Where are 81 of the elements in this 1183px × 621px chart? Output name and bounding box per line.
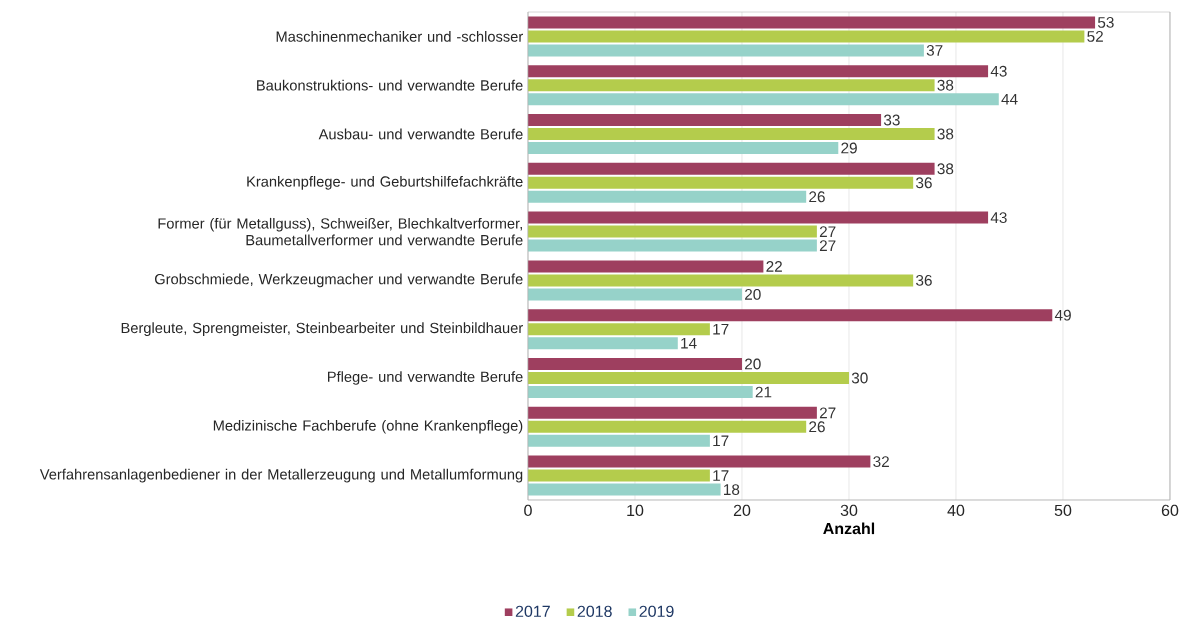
data-label: 26	[809, 421, 825, 433]
data-label: 44	[1001, 93, 1018, 105]
data-label: 36	[916, 177, 932, 189]
bar	[527, 483, 721, 496]
x-tick-label: 20	[733, 504, 751, 517]
bar	[527, 211, 989, 224]
x-tick-label: 50	[1054, 504, 1072, 517]
x-tick-label: 60	[1161, 504, 1179, 517]
bar	[527, 79, 935, 92]
x-axis-title: Anzahl	[823, 522, 875, 535]
bar	[527, 44, 924, 57]
bar	[527, 309, 1053, 322]
bar	[527, 288, 742, 301]
bar	[527, 239, 817, 252]
bar	[527, 372, 849, 384]
data-label: 14	[681, 337, 697, 349]
data-label: 29	[841, 142, 857, 154]
x-tick-label: 10	[627, 504, 644, 517]
data-label: 26	[809, 191, 825, 203]
y-tick-label: Medizinische Fachberufe (ohne Krankenpflege)	[213, 419, 523, 434]
bar	[527, 323, 710, 336]
data-label: 18	[724, 484, 740, 496]
bar	[527, 190, 807, 203]
x-tick-label: 30	[840, 504, 858, 517]
bar	[527, 274, 914, 287]
bar	[527, 30, 1085, 43]
data-label: 38	[937, 163, 954, 175]
data-label: 38	[937, 79, 954, 91]
y-tick-label: Grobschmiede, Werkzeugmacher und verwandte Berufe	[155, 273, 523, 288]
bar	[527, 16, 1096, 29]
y-tick-label: Former (für Metallguss), Schweißer, Blechkaltverformer, Baumetallverformer und verwandte Berufe	[158, 217, 523, 246]
bar	[527, 455, 871, 468]
bar	[527, 162, 935, 175]
bar	[527, 225, 817, 238]
bar	[527, 260, 764, 273]
bar	[527, 114, 882, 126]
bar	[527, 337, 678, 350]
y-tick-label: Baukonstruktions- und verwandte Berufe	[257, 79, 523, 91]
data-label: 17	[713, 323, 729, 335]
bar	[527, 420, 807, 433]
legend-label: 2018	[577, 605, 612, 617]
data-label: 43	[990, 212, 1007, 224]
y-tick-label: Verfahrensanlagenbediener in der Metallerzeugung und Metallumformung	[39, 468, 523, 483]
bar	[527, 65, 989, 78]
data-label: 32	[873, 456, 889, 468]
x-tick-label: 0	[524, 504, 532, 517]
bar	[527, 469, 710, 482]
data-label: 22	[766, 261, 782, 272]
data-label: 27	[819, 240, 836, 251]
data-label: 53	[1097, 16, 1114, 28]
bar	[527, 176, 914, 189]
y-tick-label: Bergleute, Sprengmeister, Steinbearbeiter und Steinbildhauer	[121, 322, 523, 337]
data-label: 36	[916, 274, 932, 286]
y-tick-label: Maschinenmechaniker und -schlosser	[276, 31, 523, 42]
data-label: 21	[755, 386, 772, 398]
data-label: 43	[990, 65, 1007, 77]
data-label: 33	[883, 114, 900, 126]
legend-label: 2019	[639, 605, 674, 617]
y-tick-label: Krankenpflege- und Geburtshilfefachkräfte	[247, 175, 523, 190]
data-label: 49	[1054, 309, 1071, 321]
bar	[527, 386, 753, 398]
data-label: 20	[745, 288, 761, 300]
data-label: 38	[937, 128, 954, 140]
bar	[527, 128, 935, 140]
y-tick-label: Ausbau- und verwandte Berufe	[318, 128, 523, 140]
data-label: 27	[819, 407, 836, 419]
data-label: 52	[1087, 30, 1103, 42]
bar	[527, 434, 710, 447]
x-tick-label: 40	[947, 504, 965, 517]
data-label: 20	[745, 358, 761, 370]
data-label: 27	[819, 226, 836, 237]
legend-label: 2017	[515, 605, 550, 617]
bar	[527, 93, 999, 106]
data-label: 37	[926, 44, 943, 56]
bar	[527, 358, 742, 370]
data-label: 17	[713, 470, 729, 481]
data-label: 17	[713, 435, 729, 447]
data-label: 30	[851, 372, 868, 384]
bar	[527, 406, 817, 419]
bar	[527, 142, 839, 154]
y-tick-label: Pflege- und verwandte Berufe	[328, 371, 523, 385]
